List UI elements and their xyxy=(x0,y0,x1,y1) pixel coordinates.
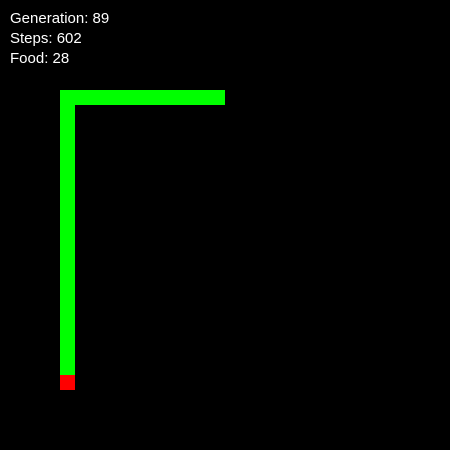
food-counter: Food: 28 xyxy=(10,50,70,67)
generation-counter: Generation: 89 xyxy=(10,10,110,27)
steps-counter: Steps: 602 xyxy=(10,30,82,47)
hud-stats: Generation: 89 Steps: 602 Food: 28 xyxy=(10,9,109,69)
snake-body-vertical xyxy=(60,90,75,375)
snake-body-horizontal xyxy=(60,90,225,105)
food-pellet xyxy=(60,375,75,390)
